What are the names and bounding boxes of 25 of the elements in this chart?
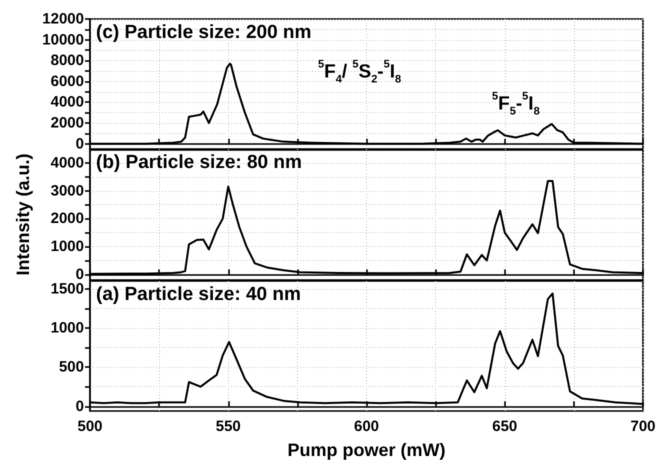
y-tick-label: 0 bbox=[76, 398, 84, 415]
x-tick-label: 600 bbox=[354, 418, 380, 435]
annotation: (a) Particle size: 40 nm bbox=[96, 284, 301, 305]
y-tick-label: 0 bbox=[76, 135, 84, 152]
y-tick-label: 4000 bbox=[50, 94, 84, 111]
y-tick-label: 8000 bbox=[50, 52, 84, 70]
y-tick-label: 10000 bbox=[42, 31, 84, 48]
y-axis-title: Intensity (a.u.) bbox=[13, 153, 33, 276]
y-tick-label: 6000 bbox=[50, 72, 84, 90]
annotation: (c) Particle size: 200 nm bbox=[96, 22, 312, 43]
y-tick-label: 3000 bbox=[50, 182, 84, 200]
y-tick-label: 1000 bbox=[50, 238, 84, 256]
y-tick-label: 2000 bbox=[50, 114, 84, 132]
y-tick-label: 2000 bbox=[50, 210, 84, 228]
y-tick-label: 1500 bbox=[50, 280, 84, 298]
x-tick-label: 700 bbox=[630, 418, 656, 435]
y-tick-label: 1000 bbox=[50, 319, 84, 336]
x-tick-label: 650 bbox=[492, 418, 518, 435]
y-tick-label: 500 bbox=[58, 358, 84, 376]
annotation: (b) Particle size: 80 nm bbox=[96, 152, 302, 173]
x-tick-label: 550 bbox=[216, 418, 241, 435]
y-tick-label: 0 bbox=[76, 266, 84, 283]
y-tick-label: 4000 bbox=[50, 154, 84, 172]
x-axis-title: Pump power (mW) bbox=[288, 440, 446, 460]
y-tick-label: 12000 bbox=[42, 10, 84, 28]
